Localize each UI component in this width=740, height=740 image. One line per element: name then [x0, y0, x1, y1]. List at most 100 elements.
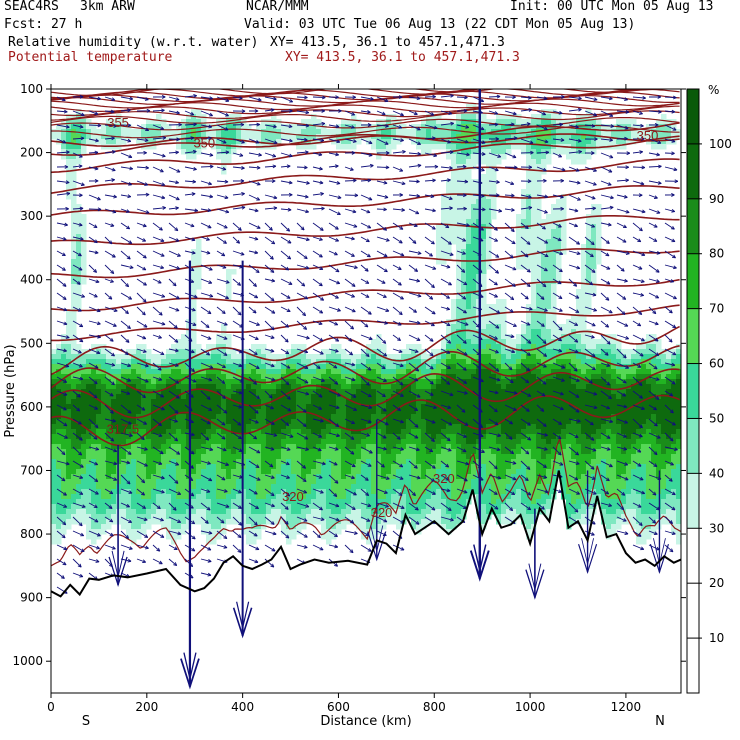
wind-vector	[504, 165, 518, 170]
wind-vector	[376, 278, 386, 284]
wind-vector	[312, 348, 324, 355]
wind-vector	[72, 544, 85, 553]
wind-vector	[568, 166, 580, 172]
wind-vector	[72, 306, 82, 312]
wind-vector	[376, 390, 386, 398]
wind-vector	[152, 292, 166, 298]
wind-vector	[568, 432, 579, 438]
wind-vector	[568, 208, 579, 213]
wind-vector	[504, 136, 518, 141]
wind-vector	[568, 149, 582, 154]
wind-vector	[56, 516, 67, 526]
wind-vector	[280, 530, 290, 539]
wind-vector	[392, 488, 403, 496]
wind-vector	[104, 278, 114, 283]
wind-vector	[536, 278, 547, 288]
wind-vector	[504, 152, 517, 159]
wind-vector	[232, 418, 242, 426]
wind-vector	[328, 334, 340, 342]
wind-vector	[664, 404, 674, 414]
wind-vector	[312, 362, 321, 370]
wind-vector	[264, 418, 275, 425]
wind-vector	[552, 264, 563, 273]
wind-vector	[312, 192, 324, 196]
wind-vector	[440, 121, 454, 126]
wind-vector	[584, 404, 598, 410]
wind-vector	[168, 460, 180, 466]
wind-vector	[120, 222, 131, 230]
wind-vector	[488, 502, 499, 510]
wind-vector	[664, 236, 676, 243]
wind-vector	[344, 124, 355, 129]
wind-vector	[264, 502, 275, 508]
wind-vector	[200, 236, 210, 241]
wind-vector	[136, 264, 147, 271]
wind-vector	[104, 460, 118, 466]
wind-vector	[104, 166, 116, 172]
wind-vector	[376, 236, 390, 242]
wind-vector	[280, 320, 289, 328]
x-tick-label: 600	[327, 700, 350, 714]
wind-vector	[264, 306, 276, 314]
wind-vector	[216, 432, 226, 440]
wind-vector	[312, 334, 324, 342]
wind-vector	[200, 460, 211, 465]
wind-vector	[520, 418, 531, 426]
wind-vector	[216, 376, 226, 385]
wind-vector	[72, 376, 84, 381]
wind-vector	[408, 306, 417, 313]
wind-vector	[600, 348, 609, 356]
wind-vector	[56, 164, 69, 169]
wind-vector	[424, 418, 436, 424]
wind-vector	[664, 208, 676, 213]
wind-vector	[616, 124, 629, 130]
wind-vector	[152, 516, 164, 522]
wind-vector	[664, 474, 673, 482]
wind-vector	[248, 418, 259, 424]
wind-vector	[440, 194, 453, 200]
wind-vector	[632, 488, 646, 495]
wind-vector	[264, 460, 274, 468]
wind-vector	[232, 432, 242, 440]
wind-vector	[328, 474, 339, 484]
wind-vector	[328, 250, 338, 256]
wind-vector	[376, 348, 388, 357]
wind-vector	[232, 306, 242, 316]
wind-vector	[104, 136, 115, 141]
wind-vector	[56, 432, 68, 439]
wind-vector	[456, 334, 467, 344]
wind-vector	[408, 320, 421, 325]
wind-vector	[280, 376, 290, 386]
wind-vector	[216, 320, 228, 326]
wind-vector	[72, 152, 83, 158]
wind-vector	[632, 278, 645, 283]
wind-vector	[328, 306, 341, 312]
wind-vector	[152, 334, 162, 339]
wind-vector	[152, 544, 161, 552]
wind-vector	[440, 138, 451, 144]
wind-vector	[616, 376, 627, 384]
wind-vector	[664, 95, 677, 100]
wind-vector	[536, 178, 547, 183]
wind-vector	[264, 179, 276, 183]
wind-vector	[632, 376, 643, 386]
wind-vector	[648, 264, 660, 273]
wind-vector	[360, 306, 372, 315]
wind-vector	[72, 278, 81, 285]
wind-vector	[296, 376, 309, 384]
wind-vector	[232, 96, 243, 100]
wind-vector	[200, 348, 211, 356]
wind-vector	[536, 502, 545, 510]
wind-vector	[296, 460, 307, 469]
wind-vector	[56, 150, 70, 155]
wind-vector	[664, 334, 673, 343]
wind-vector	[408, 460, 418, 469]
wind-vector	[168, 292, 180, 300]
wind-vector	[248, 334, 259, 340]
wind-vector	[120, 474, 131, 485]
wind-vector	[488, 180, 500, 184]
wind-vector	[120, 166, 134, 171]
wind-vector	[184, 166, 197, 171]
wind-vector	[440, 460, 450, 468]
wind-vector	[104, 222, 115, 227]
